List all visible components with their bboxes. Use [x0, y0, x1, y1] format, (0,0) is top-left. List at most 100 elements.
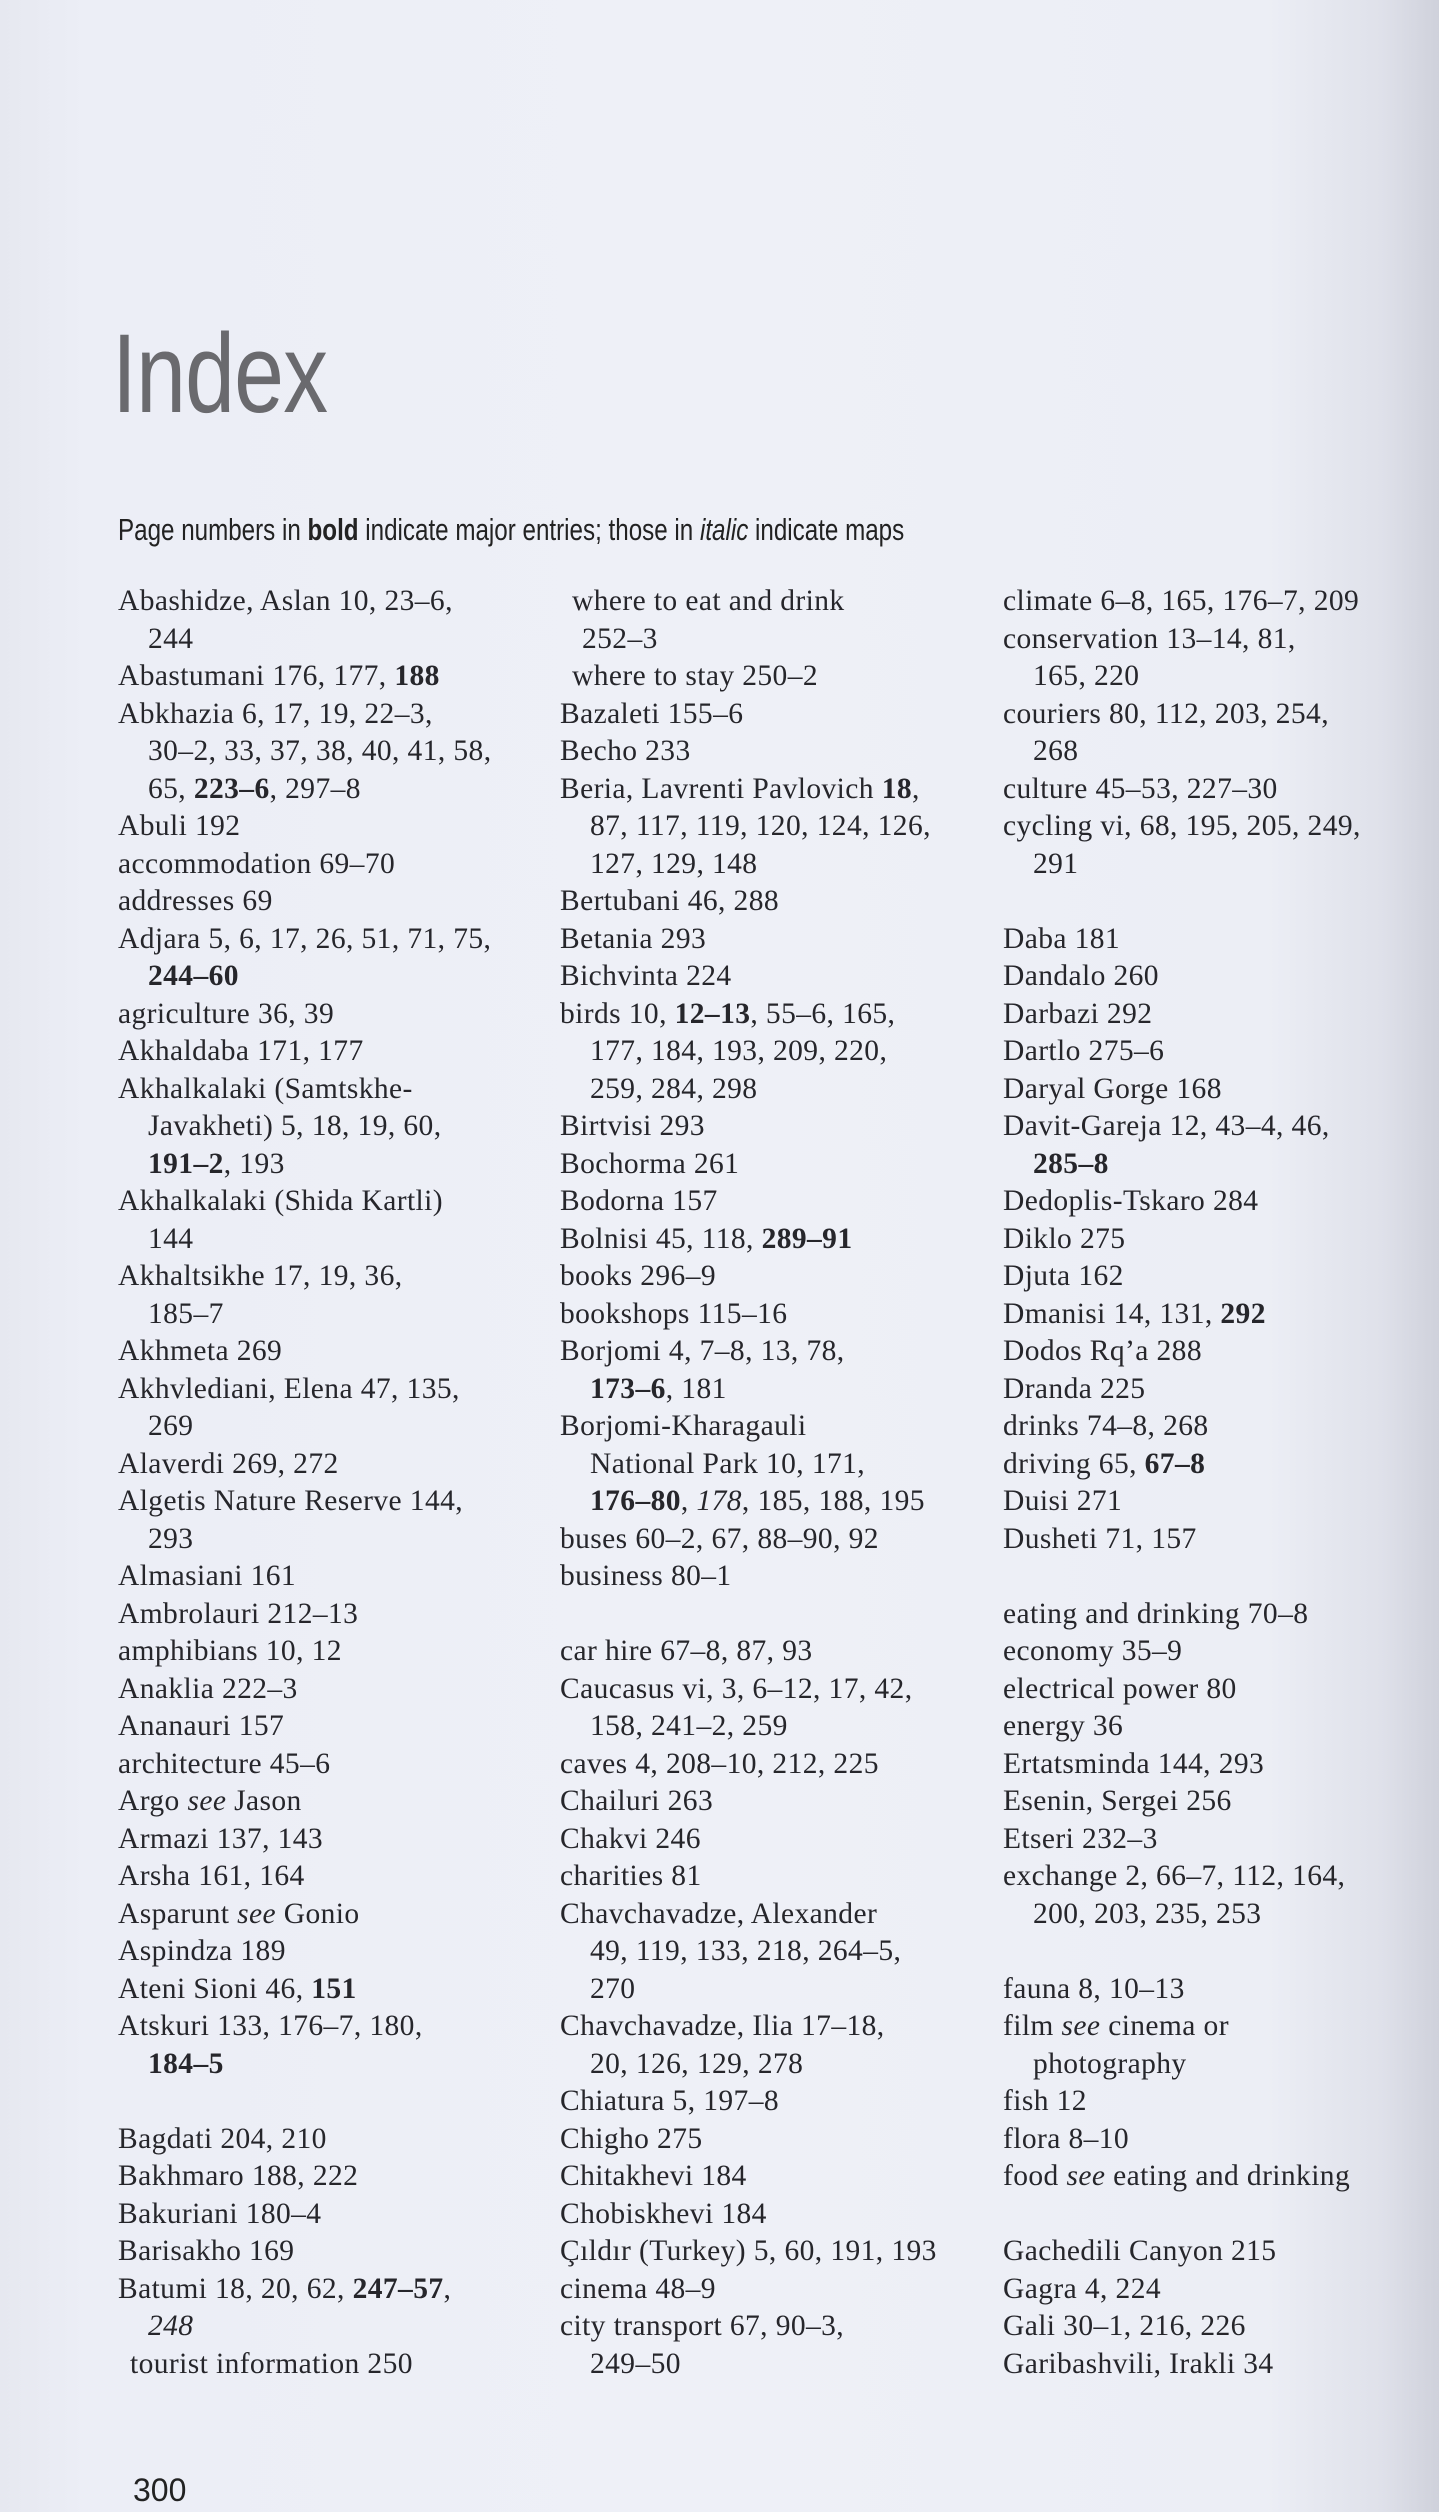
entry-text: Chitakhevi 184 — [560, 2160, 747, 2192]
entry-text: drinks 74–8, 268 — [1003, 1410, 1209, 1442]
entry-text: cycling vi, 68, 195, 205, 249, — [1003, 810, 1361, 842]
entry-text: , 297–8 — [269, 772, 361, 805]
index-entry: Etseri 232–3 — [1003, 1821, 1423, 1859]
entry-text: fauna 8, 10–13 — [1003, 1972, 1185, 2005]
index-entry: Bakhmaro 188, 222 — [118, 2158, 538, 2196]
index-entry: electrical power 80 — [1003, 1671, 1423, 1709]
index-entry: Daryal Gorge 168 — [1003, 1071, 1423, 1109]
entry-text: Betania 293 — [560, 922, 707, 955]
note-text: indicate maps — [748, 512, 905, 547]
entry-line: addresses 69 — [118, 883, 538, 921]
entry-text: city transport 67, 90–3, — [560, 2310, 845, 2342]
entry-line: 49, 119, 133, 218, 264–5, — [560, 1933, 980, 1971]
entry-text: 144 — [148, 1222, 194, 1255]
entry-line: Almasiani 161 — [118, 1558, 538, 1596]
italic-ref: see — [237, 1897, 276, 1930]
entry-line: Chailuri 263 — [560, 1783, 980, 1821]
entry-line: Akhvlediani, Elena 47, 135, — [118, 1371, 538, 1409]
index-entry: birds 10, 12–13, 55–6, 165, 177, 184, 193… — [560, 996, 980, 1109]
entry-text: where to stay 250–2 — [572, 660, 819, 692]
entry-line: exchange 2, 66–7, 112, 164, — [1003, 1858, 1423, 1896]
index-entry: exchange 2, 66–7, 112, 164, 200, 203, 235… — [1003, 1858, 1423, 1933]
entry-line: Chavchavadze, Alexander — [560, 1896, 980, 1934]
entry-text: fish 12 — [1003, 2085, 1087, 2117]
entry-line: Ambrolauri 212–13 — [118, 1596, 538, 1634]
entry-line: Bertubani 46, 288 — [560, 883, 980, 921]
entry-text: architecture 45–6 — [118, 1747, 331, 1780]
letter-group: eating and drinking 70–8 economy 35–9 elec… — [1003, 1596, 1423, 1934]
index-entry: Akhaldaba 171, 177 — [118, 1033, 538, 1071]
page-number: 300 — [133, 2472, 187, 2508]
entry-text: bookshops 115–16 — [560, 1297, 788, 1330]
entry-line: Bakuriani 180–4 — [118, 2196, 538, 2234]
entry-line: eating and drinking 70–8 — [1003, 1596, 1423, 1634]
entry-text: Almasiani 161 — [118, 1560, 297, 1592]
entry-text: Ateni Sioni 46, — [118, 1972, 312, 2005]
entry-line: 184–5 — [118, 2046, 538, 2084]
entry-text: eating and drinking 70–8 — [1003, 1597, 1309, 1630]
entry-line: Akhalkalaki (Shida Kartli) — [118, 1183, 538, 1221]
index-entry: Dranda 225 — [1003, 1371, 1423, 1409]
index-entry: Darbazi 292 — [1003, 996, 1423, 1034]
index-entry: Chobiskhevi 184 — [560, 2196, 980, 2234]
entry-text: Esenin, Sergei 256 — [1003, 1785, 1232, 1817]
entry-text: 244 — [148, 622, 194, 655]
index-entry: drinks 74–8, 268 — [1003, 1408, 1423, 1446]
index-entry: Gali 30–1, 216, 226 — [1003, 2308, 1423, 2346]
entry-text: Beria, Lavrenti Pavlovich — [560, 772, 882, 805]
entry-line: Barisakho 169 — [118, 2233, 538, 2271]
entry-line: fauna 8, 10–13 — [1003, 1971, 1423, 2009]
entry-line: economy 35–9 — [1003, 1633, 1423, 1671]
index-entry: energy 36 — [1003, 1708, 1423, 1746]
entry-line: electrical power 80 — [1003, 1671, 1423, 1709]
entry-line: buses 60–2, 67, 88–90, 92 — [560, 1521, 980, 1559]
entry-line: 20, 126, 129, 278 — [560, 2046, 980, 2084]
index-entry: city transport 67, 90–3, 249–50 — [560, 2308, 980, 2383]
entry-line: cinema 48–9 — [560, 2271, 980, 2309]
index-entry: couriers 80, 112, 203, 254, 268 — [1003, 696, 1423, 771]
index-entry: Bertubani 46, 288 — [560, 883, 980, 921]
entry-line: Daryal Gorge 168 — [1003, 1071, 1423, 1109]
index-entry: Abastumani 176, 177, 188 — [118, 658, 538, 696]
entry-line: 293 — [118, 1521, 538, 1559]
entry-text: Chobiskhevi 184 — [560, 2197, 767, 2230]
entry-line: 173–6, 181 — [560, 1371, 980, 1409]
major-page-ref: 151 — [311, 1972, 357, 2005]
entry-line: Dmanisi 14, 131, 292 — [1003, 1296, 1423, 1334]
major-page-ref: 188 — [394, 660, 440, 692]
entry-text: , — [912, 772, 920, 805]
entry-line: business 80–1 — [560, 1558, 980, 1596]
entry-text: 20, 126, 129, 278 — [590, 2047, 804, 2080]
entry-text: culture 45–53, 227–30 — [1003, 772, 1278, 805]
index-entry: Dmanisi 14, 131, 292 — [1003, 1296, 1423, 1334]
entry-text: Daryal Gorge 168 — [1003, 1072, 1222, 1105]
entry-line: 259, 284, 298 — [560, 1071, 980, 1109]
entry-line: 244–60 — [118, 958, 538, 996]
italic-ref: see — [1066, 2160, 1106, 2192]
entry-line: Akhalkalaki (Samtskhe- — [118, 1071, 538, 1109]
index-entry: food see eating and drinking — [1003, 2158, 1423, 2196]
entry-text: 291 — [1033, 847, 1079, 880]
entry-text: agriculture 36, 39 — [118, 997, 335, 1030]
index-column-2: where to eat and drink 252–3 where to stay… — [560, 583, 980, 2421]
note-bold-word: bold — [307, 512, 359, 547]
entry-text: Akhalkalaki (Shida Kartli) — [118, 1185, 443, 1217]
index-subentry: tourist information 250 — [118, 2346, 538, 2384]
entry-line: Caucasus vi, 3, 6–12, 17, 42, — [560, 1671, 980, 1709]
major-page-ref: 244–60 — [148, 960, 239, 992]
entry-line: Bichvinta 224 — [560, 958, 980, 996]
index-entry: Chiatura 5, 197–8 — [560, 2083, 980, 2121]
entry-text: 252–3 — [582, 622, 658, 655]
index-entry: accommodation 69–70 — [118, 846, 538, 884]
index-entry: bookshops 115–16 — [560, 1296, 980, 1334]
index-entry: Djuta 162 — [1003, 1258, 1423, 1296]
entry-text: 165, 220 — [1033, 660, 1140, 692]
letter-group: climate 6–8, 165, 176–7, 209 conservation… — [1003, 583, 1423, 883]
entry-text: , — [680, 1485, 697, 1517]
entry-line: Anaklia 222–3 — [118, 1671, 538, 1709]
entry-text: Dandalo 260 — [1003, 960, 1159, 992]
index-entry: Akhvlediani, Elena 47, 135, 269 — [118, 1371, 538, 1446]
index-entry: Abashidze, Aslan 10, 23–6, 244 — [118, 583, 538, 658]
letter-group: Abashidze, Aslan 10, 23–6, 244 Abastumani … — [118, 583, 538, 2083]
index-entry: Daba 181 — [1003, 921, 1423, 959]
